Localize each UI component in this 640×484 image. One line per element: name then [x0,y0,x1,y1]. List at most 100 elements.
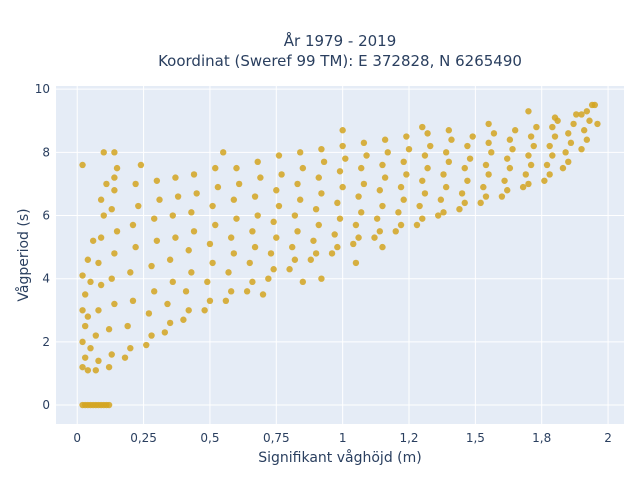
data-point [249,228,256,235]
data-point [456,205,463,213]
data-point [355,193,362,200]
data-point [400,158,407,166]
data-point [310,237,317,244]
data-point [95,307,102,314]
data-point [79,307,86,314]
data-point [254,158,261,166]
data-point [527,161,535,169]
data-point [209,259,216,267]
data-point [318,275,325,282]
data-point [485,120,492,128]
data-point [355,234,362,241]
data-point [527,133,535,140]
data-point [214,183,222,191]
x-tick-label: 1,2 [399,431,418,445]
data-point [92,332,100,339]
data-point [562,149,569,156]
data-point [416,202,423,210]
data-point [533,123,540,131]
data-point [371,234,378,241]
data-point [127,344,134,352]
data-point [286,266,293,273]
data-point [482,161,490,169]
data-point [392,228,399,235]
data-point [97,196,105,203]
data-point [79,272,86,279]
y-tick-label: 0 [42,398,50,412]
data-point [477,199,484,207]
data-point [156,196,163,203]
data-point [549,123,556,131]
data-point [148,262,155,270]
data-point [257,174,264,181]
data-point [480,183,487,191]
y-tick-label: 10 [35,82,50,96]
data-point [190,228,198,235]
data-point [294,228,301,235]
data-point [95,357,102,365]
data-point [185,307,192,314]
x-axis-title: Signifikant våghöjd (m) [258,449,421,466]
data-point [190,171,198,178]
data-point [543,161,551,169]
data-point [421,152,429,159]
data-point [92,367,100,374]
data-point [551,133,559,140]
data-point [525,152,532,159]
data-point [169,212,176,219]
data-point [565,130,572,137]
data-point [164,300,171,308]
data-point [312,205,320,213]
data-point [97,234,105,241]
data-point [318,190,325,197]
data-point [403,133,410,140]
data-point [504,155,511,162]
data-point [498,193,506,200]
data-point [81,354,89,361]
data-point [458,190,466,197]
data-point [360,180,368,188]
data-point [111,187,118,194]
data-point [129,221,137,229]
data-point [559,164,567,172]
data-point [227,288,235,295]
data-point [111,149,118,156]
data-point [334,199,341,207]
data-point [103,180,110,188]
data-point [204,278,211,286]
y-axis-title: Vågperiod (s) [15,208,32,301]
data-point [275,202,283,210]
data-point [111,300,118,308]
data-point [161,329,169,336]
data-point [352,221,360,229]
data-point [331,231,338,238]
data-point [220,149,227,156]
data-points-layer [79,101,601,409]
data-point [461,164,468,172]
data-point [437,196,445,203]
data-point [89,237,97,244]
data-point [594,120,601,128]
data-point [145,310,153,317]
data-point [212,221,219,229]
data-point [379,243,386,251]
data-point [172,174,179,181]
data-point [243,288,251,295]
data-point [307,256,315,263]
data-point [336,215,344,222]
data-point [379,161,386,169]
data-point [84,256,92,263]
data-point [273,234,280,241]
data-point [185,247,192,254]
data-point [336,168,344,175]
data-point [565,158,572,166]
data-point [328,250,336,257]
data-point [188,269,195,276]
grid-layer [56,86,624,424]
data-point [400,196,407,203]
data-point [251,243,259,251]
data-point [174,193,182,200]
data-point [100,212,107,219]
data-point [519,183,527,191]
data-point [206,297,214,305]
